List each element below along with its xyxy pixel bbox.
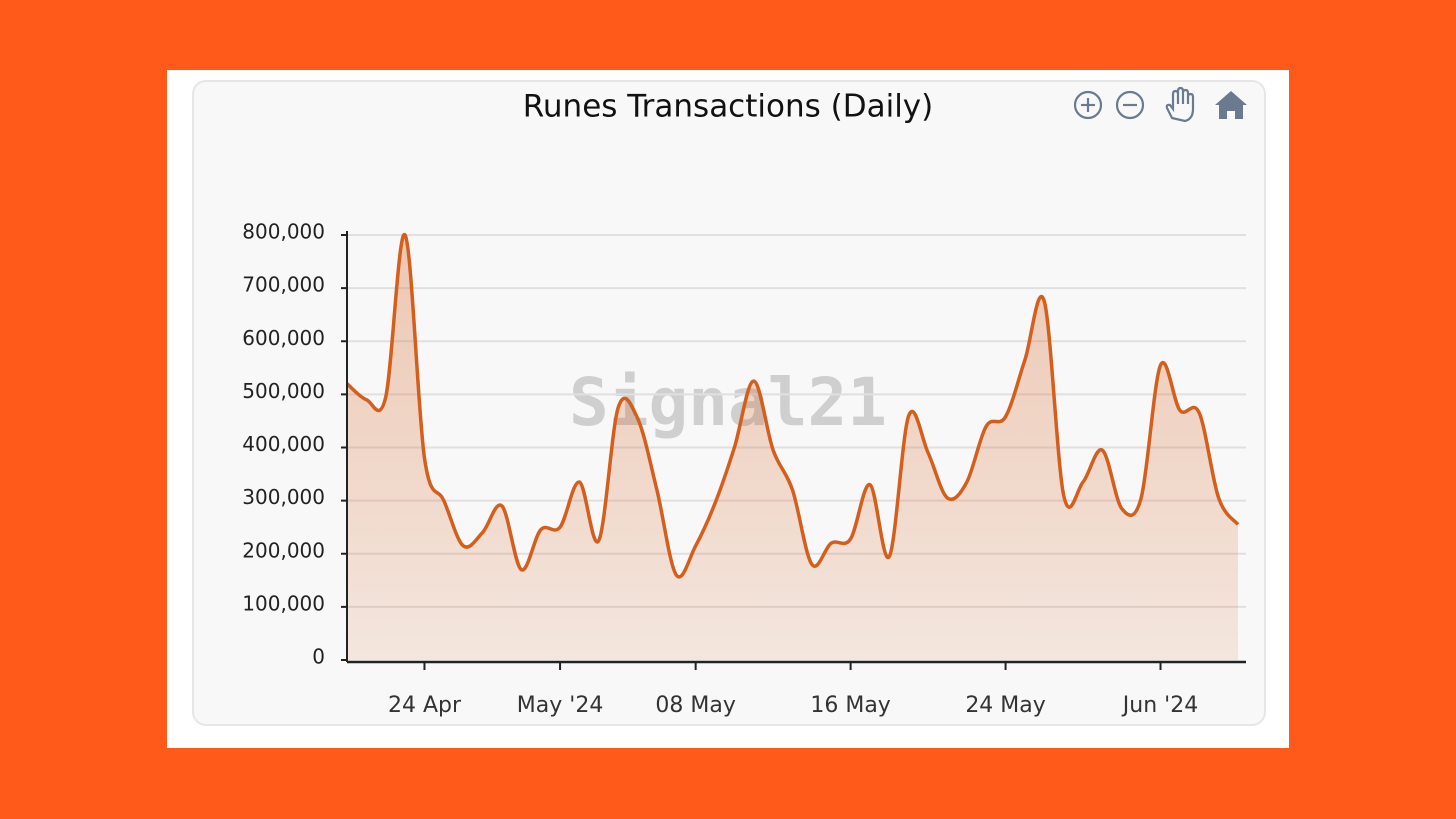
zoom-in-button[interactable] — [1073, 90, 1103, 120]
x-tick-label: Jun '24 — [1121, 693, 1198, 718]
area — [347, 234, 1238, 660]
chart-title: Runes Transactions (Daily) — [523, 89, 934, 125]
y-tick-label: 300,000 — [242, 485, 325, 509]
y-tick-label: 500,000 — [242, 379, 325, 403]
y-tick-label: 600,000 — [242, 326, 325, 350]
y-tick-label: 0 — [312, 645, 325, 669]
x-tick-label: 08 May — [655, 693, 735, 718]
y-tick-label: 800,000 — [242, 220, 325, 244]
y-tick-label: 400,000 — [242, 432, 325, 456]
x-tick-label: 24 Apr — [388, 693, 462, 718]
toolbar — [1073, 86, 1247, 123]
pan-button[interactable] — [1165, 86, 1195, 123]
zoom-out-button[interactable] — [1115, 90, 1145, 120]
reset-button[interactable] — [1215, 91, 1247, 119]
y-tick-label: 200,000 — [242, 538, 325, 562]
x-tick-label: 24 May — [965, 693, 1045, 718]
y-tick-label: 700,000 — [242, 273, 325, 297]
line — [345, 233, 1240, 579]
y-tick-label: 100,000 — [242, 591, 325, 615]
x-tick-label: 16 May — [810, 693, 890, 718]
x-tick-label: May '24 — [517, 693, 604, 718]
